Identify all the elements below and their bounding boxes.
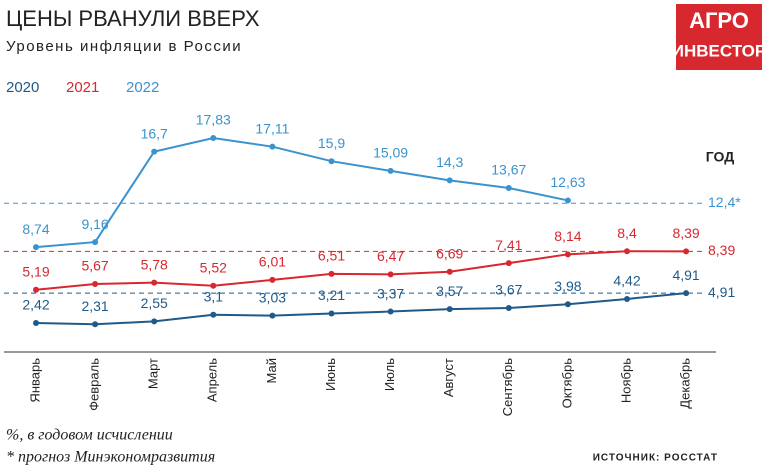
- point: [564, 251, 571, 258]
- point: [92, 239, 99, 246]
- x-tick-label: Сентябрь: [500, 358, 515, 416]
- x-tick-label: Май: [264, 358, 279, 383]
- annual-title: ГОД: [706, 149, 734, 165]
- point: [210, 135, 217, 142]
- point: [505, 304, 512, 311]
- value-label: 3,1: [204, 289, 224, 305]
- point: [33, 319, 39, 326]
- annual-label: 4,91: [708, 284, 735, 300]
- logo-text: ИНВЕСТОР: [672, 41, 767, 60]
- point: [269, 276, 276, 283]
- value-label: 6,51: [318, 248, 345, 264]
- point: [151, 148, 158, 155]
- series-line: [35, 250, 687, 291]
- x-tick-label: Июль: [382, 358, 397, 391]
- value-label: 3,21: [318, 287, 345, 303]
- point: [92, 321, 99, 328]
- value-label: 2,55: [141, 295, 168, 311]
- legend-entry: 2021: [66, 79, 99, 96]
- value-label: 2,42: [22, 297, 49, 313]
- value-label: 5,19: [22, 263, 49, 279]
- x-tick-label: Февраль: [87, 358, 102, 411]
- note: * прогноз Минэкономразвития: [6, 449, 215, 466]
- note: %, в годовом исчислении: [6, 427, 173, 444]
- x-tick-label: Январь: [27, 358, 42, 403]
- point: [683, 248, 690, 255]
- value-label: 4,42: [613, 273, 640, 289]
- x-tick-label: Ноябрь: [618, 358, 633, 403]
- point: [446, 177, 453, 184]
- value-label: 13,67: [491, 162, 526, 178]
- x-tick-label: Август: [441, 358, 456, 397]
- chart-subtitle: Уровень инфляции в России: [6, 38, 242, 55]
- point: [564, 301, 571, 308]
- value-label: 6,01: [259, 254, 286, 270]
- value-label: 8,4: [617, 225, 637, 241]
- annual-label: 12,4*: [708, 194, 741, 210]
- value-label: 5,52: [200, 259, 227, 275]
- point: [151, 279, 158, 286]
- point: [210, 311, 217, 318]
- value-label: 8,74: [22, 221, 49, 237]
- logo: [676, 4, 762, 70]
- x-tick-label: Декабрь: [678, 358, 693, 409]
- point: [92, 280, 99, 287]
- series-line: [35, 137, 569, 249]
- value-label: 3,37: [377, 285, 404, 301]
- point: [328, 270, 335, 277]
- x-tick-label: Июнь: [323, 358, 338, 391]
- value-label: 3,67: [495, 282, 522, 298]
- value-label: 2,31: [81, 298, 108, 314]
- value-label: 5,67: [81, 258, 108, 274]
- source: ИСТОЧНИК: РОССТАТ: [593, 453, 718, 464]
- value-label: 12,63: [550, 174, 585, 190]
- point: [624, 295, 630, 302]
- value-label: 15,9: [318, 135, 345, 151]
- point: [328, 158, 335, 165]
- annual-label: 8,39: [708, 242, 735, 258]
- point: [446, 268, 453, 275]
- x-tick-label: Март: [146, 358, 161, 389]
- point: [387, 308, 394, 315]
- value-label: 14,3: [436, 154, 463, 170]
- point: [564, 197, 571, 204]
- value-label: 15,09: [373, 145, 408, 161]
- point: [387, 271, 394, 278]
- value-label: 3,57: [436, 283, 463, 299]
- value-label: 3,98: [554, 278, 581, 294]
- value-label: 8,14: [554, 228, 581, 244]
- point: [33, 286, 39, 293]
- point: [505, 184, 512, 191]
- point: [269, 143, 276, 150]
- series-line: [35, 292, 687, 326]
- value-label: 8,39: [672, 225, 699, 241]
- point: [151, 318, 158, 325]
- chart-title: ЦЕНЫ РВАНУЛИ ВВЕРХ: [6, 6, 260, 31]
- x-tick-label: Октябрь: [559, 358, 574, 409]
- point: [624, 248, 630, 255]
- point: [328, 310, 335, 317]
- legend-entry: 2020: [6, 79, 39, 96]
- point: [269, 312, 276, 319]
- x-tick-label: Апрель: [205, 358, 220, 402]
- point: [33, 244, 39, 251]
- value-label: 5,78: [141, 256, 168, 272]
- point: [683, 290, 690, 297]
- value-label: 4,91: [672, 267, 699, 283]
- value-label: 9,16: [81, 216, 108, 232]
- point: [446, 306, 453, 313]
- value-label: 3,03: [259, 289, 286, 305]
- value-label: 7,41: [495, 237, 522, 253]
- point: [210, 282, 217, 289]
- legend-entry: 2022: [126, 79, 159, 96]
- point: [387, 167, 394, 174]
- logo-text: АГРО: [689, 8, 749, 33]
- value-label: 17,11: [255, 120, 289, 136]
- point: [505, 260, 512, 267]
- value-label: 16,7: [141, 125, 168, 141]
- value-label: 6,69: [436, 245, 463, 261]
- value-label: 17,83: [196, 112, 231, 128]
- value-label: 6,47: [377, 248, 404, 264]
